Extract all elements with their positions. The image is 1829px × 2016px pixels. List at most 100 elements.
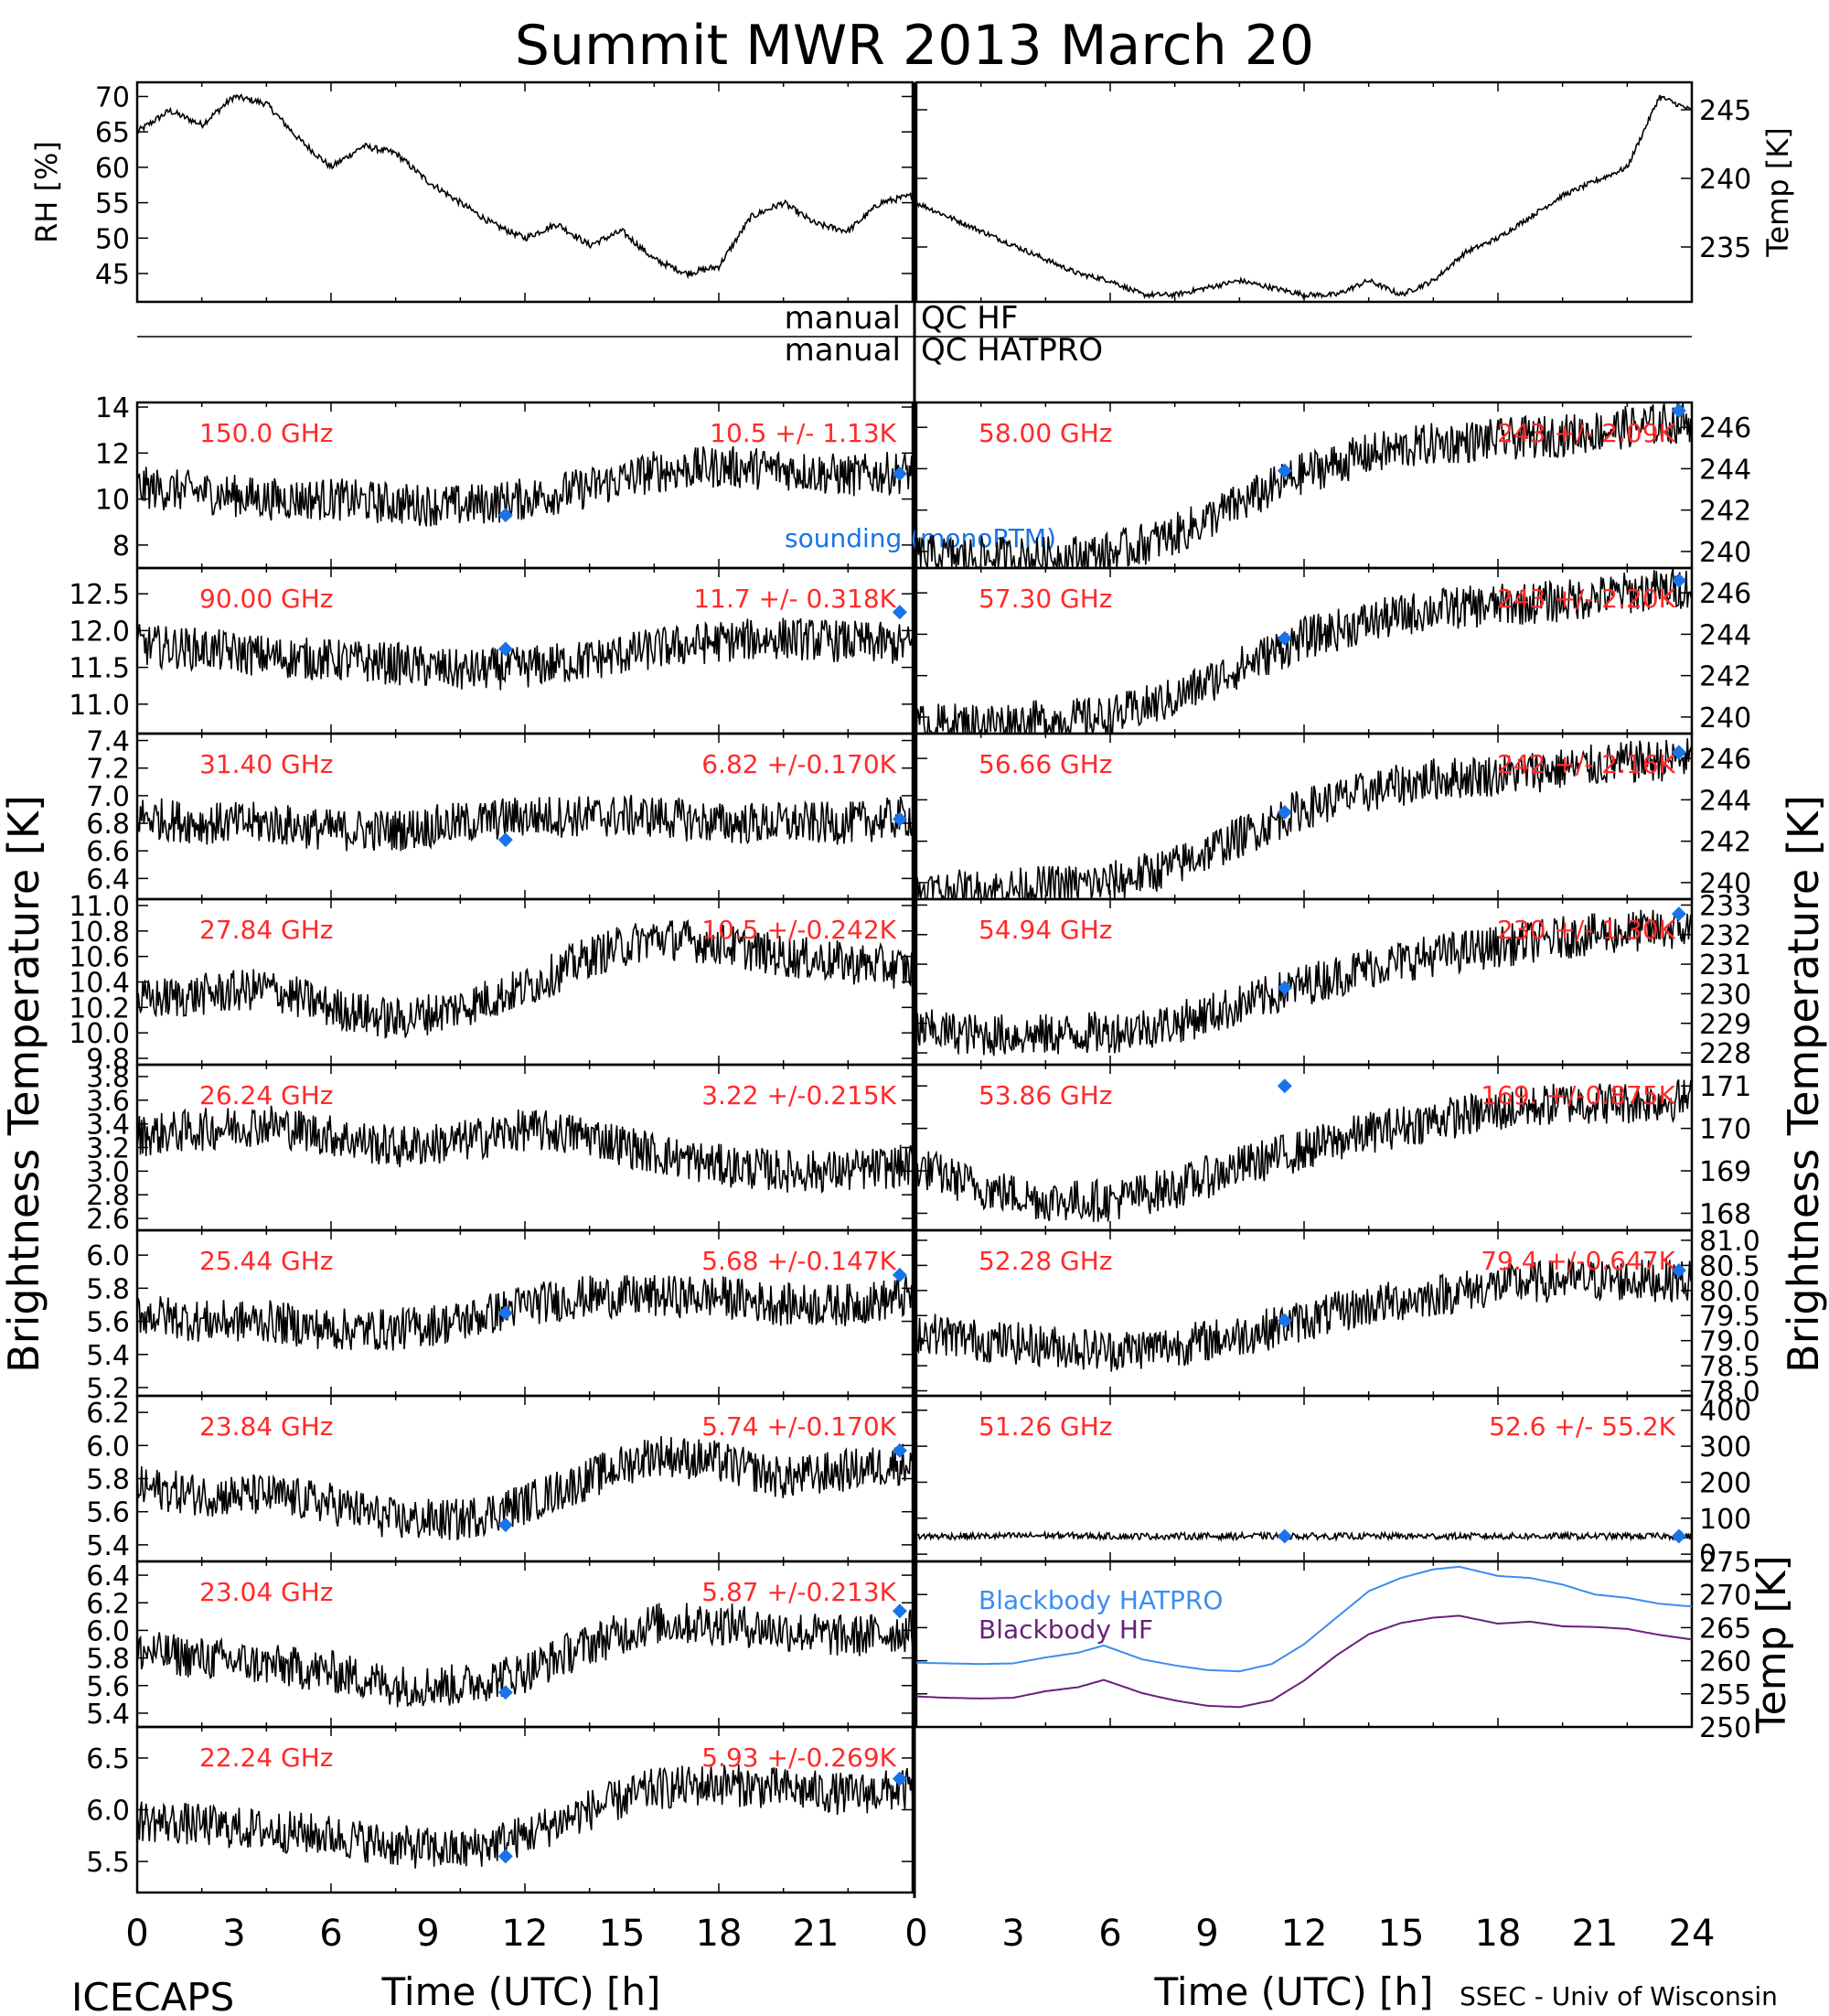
panel-blackbody-ytick-label: 260 xyxy=(1699,1646,1751,1678)
qc-row1-left: manual xyxy=(785,300,901,337)
panel-ch-90-ytick-label: 11.0 xyxy=(69,690,130,722)
panel-ch-51.26-ytick-label: 100 xyxy=(1699,1504,1751,1536)
x-tick-label-right: 0 xyxy=(904,1913,927,1955)
panel-ch-27-ytick-label: 11.0 xyxy=(69,891,130,923)
panel-ch-25-ytick-label: 5.6 xyxy=(86,1307,130,1339)
panel-ch-22.24-ytick-label: 6.5 xyxy=(86,1743,130,1775)
panel-ch-31-ytick-label: 6.4 xyxy=(86,863,130,895)
panel-ch-56.66-ytick-label: 240 xyxy=(1699,868,1751,900)
panel-ch-27-ytick-label: 9.8 xyxy=(86,1044,130,1076)
panel-blackbody-ytick-label: 255 xyxy=(1699,1679,1751,1711)
panel-ch-23.04-ytick-label: 6.2 xyxy=(86,1588,130,1620)
panel-ch-150-series-line xyxy=(136,445,914,527)
panel-ch-26-ytick-label: 3.4 xyxy=(86,1110,130,1142)
temp-axis-label: Temp [K] xyxy=(1760,127,1795,257)
panel-ch-27-ytick-label: 10.6 xyxy=(69,942,130,974)
panel-ch-23.04-ytick-label: 5.6 xyxy=(86,1671,130,1703)
panel-ch-27-ytick-label: 10.2 xyxy=(69,992,130,1024)
panel-ch-54.94-series-line xyxy=(915,909,1693,1056)
x-tick-label-right: 9 xyxy=(1195,1913,1218,1955)
panel-ch-22.24-sounding-point xyxy=(892,1771,907,1786)
panel-ch-25-stat-label: 5.68 +/-0.147K xyxy=(701,1246,896,1276)
panel-ch-56.66-series-line xyxy=(915,738,1693,901)
panel-ch-51.26-ytick-label: 200 xyxy=(1699,1467,1751,1499)
panel-ch-52.28-sounding-point xyxy=(1671,1262,1686,1278)
panel-ch-54.94-ytick-label: 228 xyxy=(1699,1038,1751,1070)
panel-ch-31-series-line xyxy=(136,794,914,852)
panel-blackbody-ytick-label: 250 xyxy=(1699,1712,1751,1744)
panel-blackbody-series-1 xyxy=(915,1614,1693,1709)
panel-ch-57.30-ytick-label: 244 xyxy=(1699,619,1751,651)
panel-ch-58-freq-label: 58.00 GHz xyxy=(979,418,1113,448)
panel-ch-51.26-series-line xyxy=(915,1529,1693,1543)
panel-ch-58-series-line xyxy=(915,402,1693,571)
x-tick-label-left: 21 xyxy=(793,1913,840,1955)
panel-ch-56.66-ytick-label: 244 xyxy=(1699,785,1751,817)
panel-ch-52.28-stat-label: 79.4 +/-0.647K xyxy=(1481,1246,1675,1276)
panel-ch-31-stat-label: 6.82 +/-0.170K xyxy=(701,749,896,779)
panel-ch-52.28-freq-label: 52.28 GHz xyxy=(979,1246,1113,1276)
panel-ch-25-ytick-label: 5.2 xyxy=(86,1373,130,1405)
panel-ch-52.28-ytick-label: 78.5 xyxy=(1699,1351,1760,1383)
panel-ch-23.84-sounding-point xyxy=(497,1517,513,1533)
panel-ch-58-sounding-point xyxy=(1277,463,1292,478)
panel-ch-51.26-stat-label: 52.6 +/- 55.2K xyxy=(1489,1411,1675,1442)
panel-ch-53.86-ytick-label: 170 xyxy=(1699,1114,1751,1146)
panel-ch-23.04-sounding-point xyxy=(892,1603,907,1619)
panel-ch-23.04-sounding-point xyxy=(497,1685,513,1700)
rh-panel-ytick-label: 55 xyxy=(95,188,130,220)
panel-ch-52.28-ytick-label: 80.5 xyxy=(1699,1250,1760,1282)
panel-ch-57.30-freq-label: 57.30 GHz xyxy=(979,584,1113,614)
panel-ch-53.86-ytick-label: 168 xyxy=(1699,1198,1751,1230)
panel-ch-27-stat-label: 10.5 +/-0.242K xyxy=(701,915,896,945)
x-tick-label-left: 0 xyxy=(125,1913,148,1955)
temp-panel-series-line xyxy=(915,94,1693,300)
panel-ch-25-sounding-point xyxy=(892,1267,907,1282)
x-tick-label-left: 18 xyxy=(696,1913,743,1955)
panel-ch-90-sounding-point xyxy=(497,641,513,657)
panel-ch-52.28-ytick-label: 78.0 xyxy=(1699,1377,1760,1409)
panel-ch-56.66-ytick-label: 242 xyxy=(1699,827,1751,859)
panel-ch-26-stat-label: 3.22 +/-0.215K xyxy=(701,1080,896,1110)
panel-ch-56.66-sounding-point xyxy=(1277,804,1292,820)
footer-ssec: SSEC - Univ of Wisconsin xyxy=(1460,1981,1778,2011)
panel-ch-90-freq-label: 90.00 GHz xyxy=(199,584,334,614)
panel-ch-54.94-ytick-label: 230 xyxy=(1699,979,1751,1011)
panel-ch-150-ytick-label: 14 xyxy=(95,392,130,424)
panel-ch-150-freq-label: 150.0 GHz xyxy=(199,418,334,448)
x-tick-label-right: 18 xyxy=(1475,1913,1522,1955)
panel-ch-23.84-stat-label: 5.74 +/-0.170K xyxy=(701,1411,896,1442)
panel-ch-53.86-sounding-point xyxy=(1277,1078,1292,1094)
qc-row2-left: manual xyxy=(785,332,901,369)
x-tick-label-right: 12 xyxy=(1281,1913,1328,1955)
panel-ch-23.04-ytick-label: 5.4 xyxy=(86,1699,130,1731)
panel-ch-90-stat-label: 11.7 +/- 0.318K xyxy=(693,584,896,614)
panel-ch-23.84-ytick-label: 5.8 xyxy=(86,1464,130,1496)
panel-ch-90-ytick-label: 12.5 xyxy=(69,579,130,611)
left-axis-label: Brightness Temperature [K] xyxy=(0,795,48,1373)
temp-panel-ytick-label: 240 xyxy=(1699,164,1751,196)
x-tick-label-left: 15 xyxy=(599,1913,646,1955)
panel-ch-23.04-ytick-label: 5.8 xyxy=(86,1644,130,1676)
x-tick-label-left: 6 xyxy=(319,1913,342,1955)
panel-ch-56.66-freq-label: 56.66 GHz xyxy=(979,749,1113,779)
panel-ch-57.30-sounding-point xyxy=(1671,573,1686,588)
panel-ch-31-sounding-point xyxy=(892,811,907,827)
rh-panel-series-line xyxy=(136,93,914,280)
x-tick-label-right: 21 xyxy=(1572,1913,1619,1955)
panel-ch-57.30-ytick-label: 240 xyxy=(1699,702,1751,735)
panel-ch-58-stat-label: 243 +/- 2.09K xyxy=(1497,418,1676,448)
panel-ch-56.66-ytick-label: 246 xyxy=(1699,744,1751,776)
panel-ch-23.84-ytick-label: 6.2 xyxy=(86,1398,130,1430)
panel-ch-54.94-sounding-point xyxy=(1671,906,1686,922)
panel-ch-23.04-series-line xyxy=(136,1603,914,1708)
qc-row2-right: QC HATPRO xyxy=(921,332,1103,369)
panel-ch-53.86-stat-label: 169. +/-0.875K xyxy=(1481,1080,1675,1110)
panel-ch-25-freq-label: 25.44 GHz xyxy=(199,1246,334,1276)
panel-ch-57.30-stat-label: 243 +/- 2.20K xyxy=(1497,584,1676,614)
panel-ch-56.66-stat-label: 242 +/- 2.16K xyxy=(1497,749,1676,779)
panel-ch-31-ytick-label: 7.4 xyxy=(86,726,130,758)
right-axis-label: Brightness Temperature [K] xyxy=(1779,795,1828,1373)
panel-ch-31-sounding-point xyxy=(497,832,513,848)
